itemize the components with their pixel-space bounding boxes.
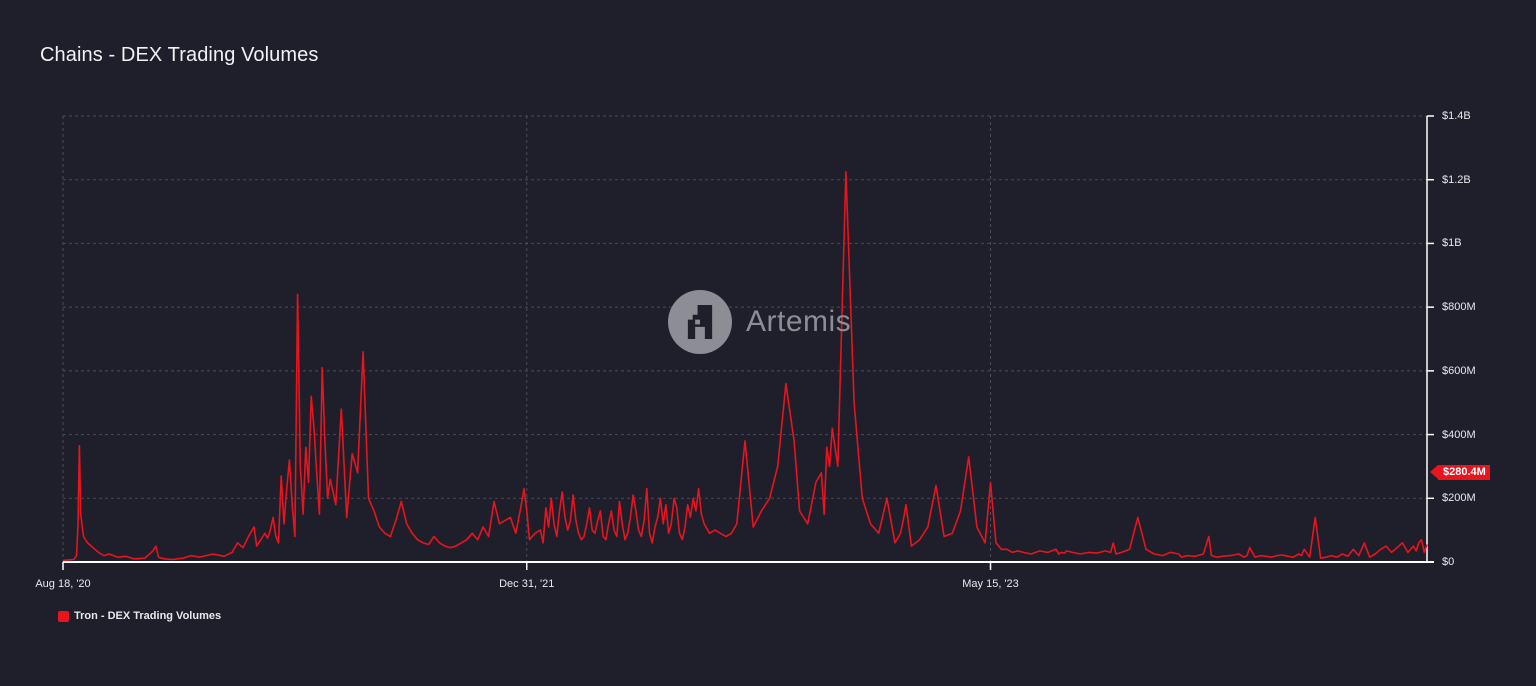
- artemis-watermark: Artemis: [668, 290, 851, 354]
- y-tick-label: $400M: [1442, 428, 1476, 441]
- x-tick-label: May 15, '23: [962, 578, 1019, 590]
- chart-title: Chains - DEX Trading Volumes: [40, 44, 319, 66]
- y-tick-label: $1B: [1442, 237, 1462, 250]
- artemis-wordmark: Artemis: [746, 305, 852, 338]
- axes: [62, 115, 1434, 570]
- legend-swatch-icon: [58, 610, 69, 622]
- y-tick-label: $0: [1442, 556, 1455, 568]
- last-value-badge: $280.4M: [1430, 465, 1490, 481]
- artemis-logo-icon: [668, 290, 732, 354]
- y-tick-label: $1.2B: [1442, 173, 1471, 186]
- legend-label: Tron - DEX Trading Volumes: [74, 610, 222, 622]
- legend-item-tron[interactable]: Tron - DEX Trading Volumes: [58, 610, 221, 622]
- x-tick-label: Aug 18, '20: [35, 578, 91, 590]
- series-line-tron: [62, 171, 1428, 562]
- gridlines: [62, 115, 1427, 562]
- y-tick-label: $1.4B: [1442, 110, 1471, 122]
- y-tick-label: $200M: [1442, 492, 1476, 505]
- x-tick-label: Dec 31, '21: [499, 578, 555, 590]
- y-tick-label: $600M: [1442, 364, 1476, 377]
- y-tick-label: $800M: [1442, 301, 1476, 314]
